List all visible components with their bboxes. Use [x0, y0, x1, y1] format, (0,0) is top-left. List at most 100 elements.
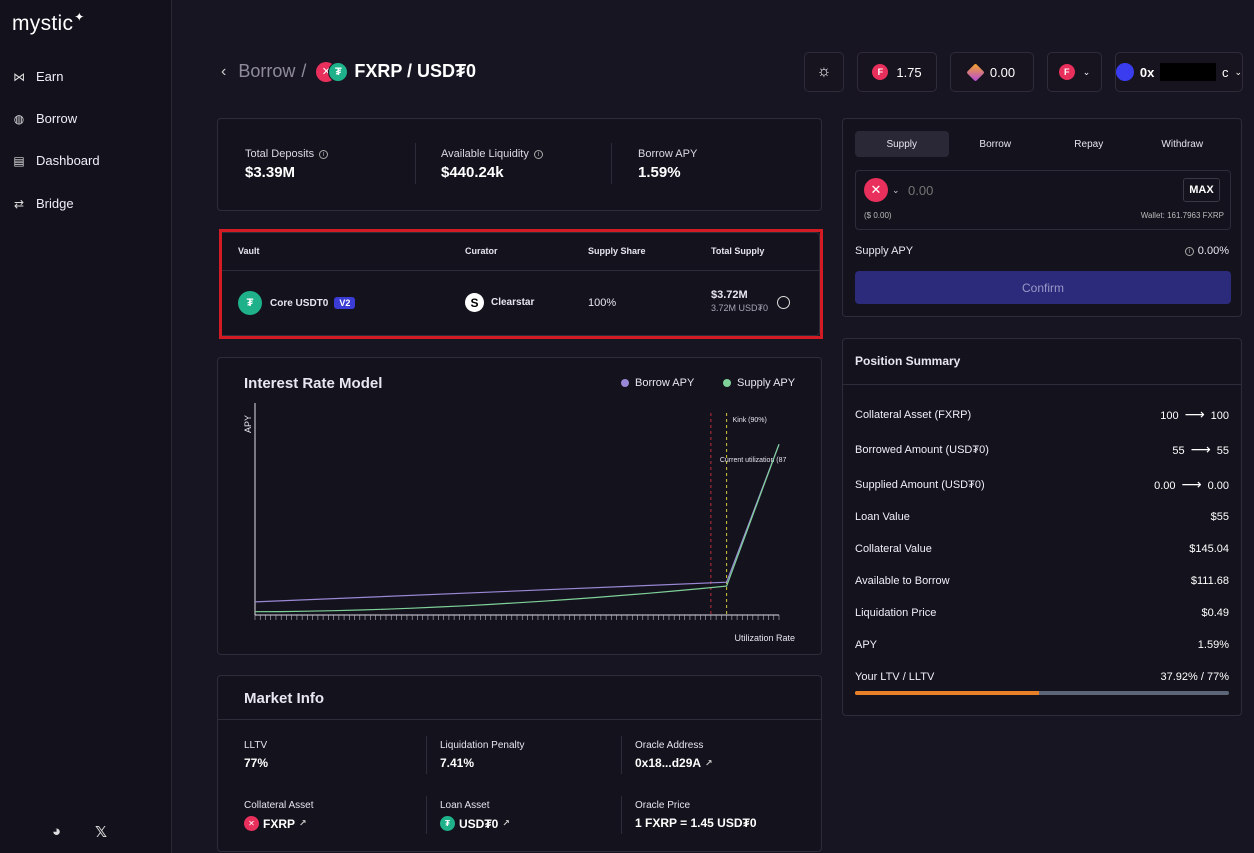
flr-balance-button[interactable]: F 1.75 [857, 52, 937, 92]
mi-label: Oracle Price [635, 800, 691, 811]
gem-token-icon [966, 62, 985, 82]
info-icon[interactable]: i [1184, 246, 1194, 256]
vault-table: Vault Curator Supply Share Total Supply … [219, 232, 820, 336]
breadcrumb: ‹ Borrow / ✕ ₮ FXRP / USD₮0 [221, 61, 476, 82]
curator-name: Clearstar [491, 297, 535, 308]
divider [621, 736, 622, 774]
table-row[interactable]: ₮ Core USDT0 V2 S Clearstar 100% $3.72M … [220, 270, 819, 334]
ltv-bar [855, 691, 1229, 695]
xrp-icon: ✕ [244, 816, 259, 831]
avatar [1116, 63, 1134, 81]
usdt-icon: ₮ [238, 291, 262, 315]
redacted-address [1160, 63, 1216, 81]
discord-icon[interactable]: ◕ [52, 823, 62, 840]
amount-input[interactable] [908, 181, 1108, 199]
collateral-asset-link[interactable]: ✕ FXRP ↗ [244, 816, 313, 831]
ps-value: $55 [1210, 511, 1229, 523]
chevron-down-icon: ⌄ [892, 184, 900, 195]
wallet-button[interactable]: 0x c ⌄ [1115, 52, 1243, 92]
stat-label: Available Liquidity [441, 148, 529, 160]
network-selector[interactable]: F ⌄ [1047, 52, 1102, 92]
max-button[interactable]: MAX [1183, 178, 1220, 202]
info-icon[interactable]: i [319, 149, 329, 159]
ps-label: Supplied Amount (USD₮0) [855, 478, 985, 491]
stat-available-liquidity: Available Liquidity i $440.24k [441, 148, 543, 181]
tab-borrow[interactable]: Borrow [979, 138, 1012, 150]
mi-loan-asset: Loan Asset ₮ USD₮0 ↗ [440, 800, 510, 831]
ps-from: 0.00 [1154, 480, 1176, 492]
supply-apy: i 0.00% [1184, 245, 1229, 257]
flr-balance: 1.75 [896, 64, 922, 80]
ps-label: Collateral Value [855, 543, 932, 555]
sidebar-item-label: Earn [36, 69, 64, 84]
legend-supply: Supply APY [723, 377, 795, 389]
ps-label: Your LTV / LLTV [855, 671, 935, 683]
ps-value: $145.04 [1189, 543, 1229, 555]
ps-row-loan-value: Loan Value $55 [855, 511, 1229, 523]
logo[interactable]: mystic✦ [12, 10, 85, 36]
ps-from: 100 [1160, 410, 1179, 422]
divider [843, 384, 1241, 385]
sidebar-item-label: Dashboard [36, 153, 100, 168]
mi-value: FXRP [263, 816, 296, 831]
confirm-button[interactable]: Confirm [855, 271, 1231, 304]
column-header-vault: Vault [238, 246, 260, 256]
total-supply-cell: $3.72M 3.72M USD₮0 [711, 289, 768, 313]
highlight-box [219, 229, 823, 339]
sidebar-item-borrow[interactable]: ◍ Borrow [12, 111, 77, 126]
stat-label: Borrow APY [638, 148, 698, 160]
mi-label: Liquidation Penalty [440, 740, 525, 751]
info-icon[interactable]: i [533, 149, 543, 159]
supply-apy-label: Supply APY [855, 245, 914, 257]
column-header-curator: Curator [465, 246, 498, 256]
oracle-address-link[interactable]: 0x18...d29A ↗ [635, 756, 713, 770]
bridge-icon: ⇄ [13, 196, 25, 211]
action-tabs: Supply Borrow Repay Withdraw [855, 131, 1229, 157]
stat-borrow-apy: Borrow APY 1.59% [638, 148, 697, 181]
sidebar-item-bridge[interactable]: ⇄ Bridge [12, 196, 74, 211]
pair-icons: ✕ ₮ [316, 61, 349, 82]
sidebar-item-dashboard[interactable]: ▤ Dashboard [12, 153, 100, 168]
coin-icon: ◍ [13, 111, 25, 126]
sidebar-item-label: Borrow [36, 111, 78, 126]
ps-to: 55 [1216, 445, 1229, 457]
version-badge: V2 [334, 297, 356, 309]
tab-supply[interactable]: Supply [855, 131, 949, 157]
dashboard-icon: ▤ [13, 153, 25, 168]
mi-lltv: LLTV 77% [244, 740, 268, 770]
divider [426, 736, 427, 774]
sidebar-item-label: Bridge [36, 196, 74, 211]
ltv-bar-fill [855, 691, 1040, 695]
sidebar-item-earn[interactable]: ⋈ Earn [12, 69, 63, 84]
legend-dot [723, 379, 731, 387]
stat-label: Total Deposits [245, 148, 315, 160]
tab-repay[interactable]: Repay [1074, 138, 1104, 150]
ps-to: 0.00 [1207, 480, 1229, 492]
token-selector[interactable]: ✕ ⌄ [864, 178, 900, 202]
theme-toggle-button[interactable]: ☼ [804, 52, 844, 92]
loan-asset-link[interactable]: ₮ USD₮0 ↗ [440, 816, 510, 831]
borrow-apy-line [254, 444, 780, 603]
ps-label: Collateral Asset (FXRP) [855, 408, 972, 421]
gem-balance-button[interactable]: 0.00 [950, 52, 1034, 92]
action-panel: Supply Borrow Repay Withdraw ✕ ⌄ MAX ($ … [842, 118, 1242, 317]
legend-dot [621, 379, 629, 387]
ps-value: 37.92% / 77% [1160, 671, 1230, 683]
back-chevron-icon[interactable]: ‹ [221, 62, 227, 80]
clearstar-logo-icon: S [465, 293, 484, 312]
amount-usd-value: ($ 0.00) [864, 211, 892, 220]
external-link-icon: ↗ [705, 757, 713, 768]
tab-withdraw[interactable]: Withdraw [1161, 138, 1204, 150]
external-link-icon: ↗ [502, 818, 510, 828]
sparkle-icon: ✦ [74, 10, 85, 24]
mi-oracle-address: Oracle Address 0x18...d29A ↗ [635, 740, 713, 770]
ps-row-collateral-value: Collateral Value $145.04 [855, 543, 1229, 555]
sun-icon: ☼ [816, 63, 832, 80]
breadcrumb-borrow-link[interactable]: Borrow [238, 61, 296, 81]
ps-from: 55 [1172, 445, 1185, 457]
vault-radio[interactable] [777, 296, 790, 309]
ps-label: Liquidation Price [855, 607, 937, 619]
butterfly-icon: ⋈ [13, 69, 25, 84]
x-twitter-icon[interactable]: 𝕏 [95, 824, 108, 841]
mi-value: 0x18...d29A [635, 756, 702, 770]
